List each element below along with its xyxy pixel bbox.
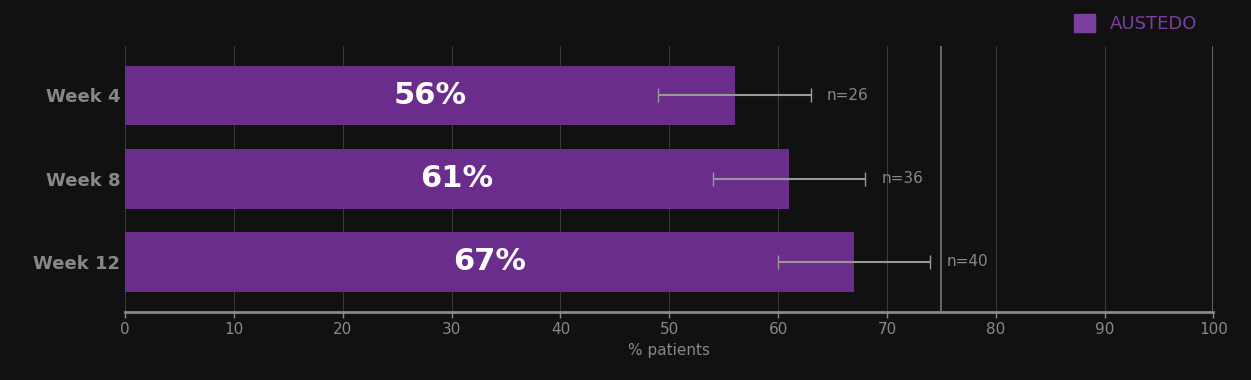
Legend: AUSTEDO: AUSTEDO xyxy=(1067,7,1205,41)
Text: n=36: n=36 xyxy=(882,171,923,186)
Bar xyxy=(125,66,734,125)
Text: 56%: 56% xyxy=(393,81,467,110)
Text: 67%: 67% xyxy=(453,247,527,276)
Bar xyxy=(125,232,854,292)
Text: 61%: 61% xyxy=(420,164,494,193)
Text: n=26: n=26 xyxy=(827,88,869,103)
Bar xyxy=(125,149,789,209)
X-axis label: % patients: % patients xyxy=(628,343,711,358)
Text: n=40: n=40 xyxy=(947,254,988,269)
